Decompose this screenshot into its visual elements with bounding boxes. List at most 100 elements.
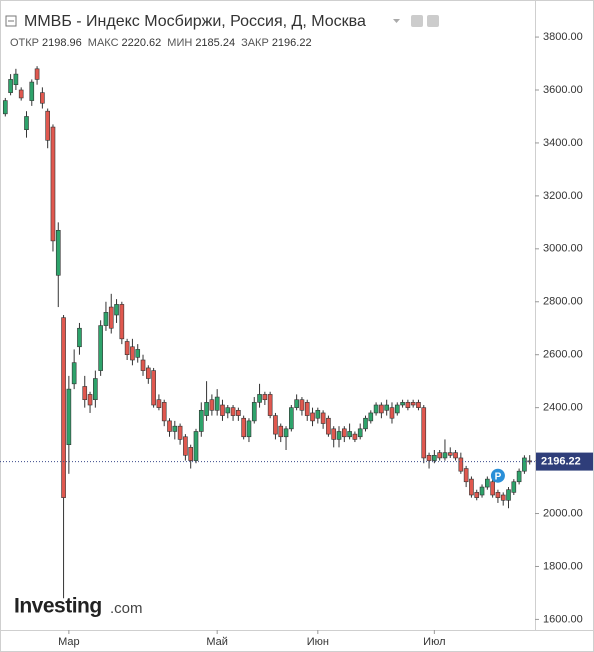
ohlc-value: 2220.62 xyxy=(122,37,162,49)
y-tick-label: 3400.00 xyxy=(543,137,583,149)
ohlc-label: ЗАКР xyxy=(241,37,269,49)
candle-body xyxy=(437,452,442,459)
candle-body xyxy=(257,394,262,403)
candle-body xyxy=(77,327,82,348)
candle-body xyxy=(432,454,437,461)
candle-body xyxy=(241,417,246,438)
x-tick-label: Июн xyxy=(307,636,329,648)
candle-body xyxy=(283,428,289,438)
candle-body xyxy=(516,470,522,483)
candle-body xyxy=(368,412,374,422)
candle-body xyxy=(140,359,146,371)
candle-body xyxy=(161,402,167,422)
candle-body xyxy=(336,431,342,440)
candle-body xyxy=(246,420,252,438)
candle-body xyxy=(130,346,135,361)
candle-body xyxy=(230,407,236,416)
candle-body xyxy=(108,306,114,329)
ohlc-label: ОТКР xyxy=(10,37,39,49)
candle-body xyxy=(167,420,172,432)
y-tick-label: 1800.00 xyxy=(543,560,583,572)
candle-body xyxy=(522,457,527,472)
candle-body xyxy=(315,409,321,419)
candle-body xyxy=(119,304,125,340)
last-price-tag xyxy=(536,452,593,471)
candle-body xyxy=(373,404,379,414)
event-marker-label: P xyxy=(495,471,502,482)
candle-body xyxy=(347,431,352,438)
candle-body xyxy=(13,73,19,86)
candle-body xyxy=(310,412,315,422)
candle-body xyxy=(55,229,61,276)
y-tick-label: 3000.00 xyxy=(543,243,583,255)
ohlc-value: 2198.96 xyxy=(42,37,82,49)
candle-body xyxy=(220,404,225,416)
candle-body xyxy=(363,417,368,430)
candle-body xyxy=(183,436,188,456)
candle-body xyxy=(177,425,183,440)
x-tick-label: Мар xyxy=(58,636,80,648)
candle-body xyxy=(485,478,490,488)
candle-body xyxy=(479,486,485,496)
candle-body xyxy=(389,407,395,419)
candle-body xyxy=(214,396,220,411)
candle-body xyxy=(40,92,45,104)
candle-body xyxy=(18,89,24,99)
candle-body xyxy=(447,452,453,456)
candle-body xyxy=(304,402,310,416)
candle-body xyxy=(114,304,119,316)
candle-body xyxy=(225,407,231,414)
candle-body xyxy=(267,394,273,416)
ohlc-label: МИН xyxy=(167,37,192,49)
candles xyxy=(2,66,533,599)
candle-body xyxy=(495,492,501,498)
candle-body xyxy=(352,433,358,440)
y-tick-label: 3800.00 xyxy=(543,31,583,43)
candle-body xyxy=(103,312,109,326)
candle-body xyxy=(416,402,421,408)
candle-body xyxy=(506,489,511,501)
candle-body xyxy=(34,68,40,80)
y-tick-label: 2400.00 xyxy=(543,402,583,414)
candle-body xyxy=(98,325,103,371)
candle-body xyxy=(490,481,495,496)
candle-body xyxy=(410,402,416,406)
candle-body xyxy=(135,349,141,358)
collapse-button[interactable] xyxy=(5,15,17,27)
candle-body xyxy=(146,367,151,379)
candle-body xyxy=(61,317,66,498)
candle-body xyxy=(394,404,400,414)
candle-body xyxy=(405,402,411,408)
candle-body xyxy=(251,402,257,422)
ohlc-value: 2185.24 xyxy=(195,37,235,49)
candle-body xyxy=(151,370,156,406)
candle-body xyxy=(209,399,215,411)
candle-body xyxy=(384,404,389,411)
candle-body xyxy=(156,399,162,408)
gear-button[interactable] xyxy=(427,15,439,27)
title-dropdown[interactable] xyxy=(393,19,400,23)
settings-button[interactable] xyxy=(411,15,423,27)
candle-body xyxy=(469,478,474,496)
candle-body xyxy=(124,341,130,356)
candle-body xyxy=(87,394,93,406)
candle-body xyxy=(93,378,98,401)
candle-body xyxy=(453,452,458,459)
candle-body xyxy=(331,428,337,440)
candle-body xyxy=(357,428,363,438)
candle-body xyxy=(421,407,427,459)
candle-body xyxy=(236,409,241,416)
x-tick-label: Июл xyxy=(423,636,445,648)
candle-body xyxy=(426,454,432,461)
candle-body xyxy=(2,100,8,115)
candle-body xyxy=(8,79,13,93)
y-tick-label: 2600.00 xyxy=(543,349,583,361)
logo-suffix: .com xyxy=(110,600,143,617)
candle-body xyxy=(299,399,305,411)
candle-body xyxy=(326,417,331,435)
y-tick-label: 3600.00 xyxy=(543,84,583,96)
candle-body xyxy=(172,425,178,432)
candle-body xyxy=(500,494,506,501)
